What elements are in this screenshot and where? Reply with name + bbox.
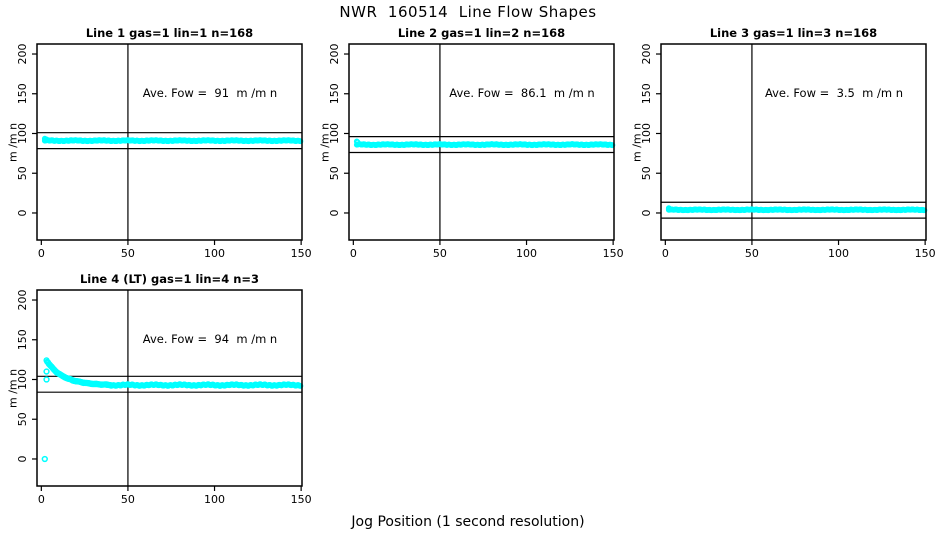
subplot-title: Line 1 gas=1 lin=1 n=168 [85, 26, 254, 40]
x-tick-label: 100 [204, 247, 225, 260]
x-tick-label: 0 [38, 247, 45, 260]
plot-canvas: 0 50 100 150 0 50 100 150 200 [328, 43, 624, 260]
x-tick-label: 50 [121, 247, 135, 260]
plot-box [660, 43, 927, 241]
y-tick-label: 200 [640, 44, 653, 65]
subplot-line-3: Line 3 gas=1 lin=3 n=168 m /m n 0 50 100 15… [624, 24, 936, 270]
x-tick-label: 150 [603, 247, 624, 260]
y-tick-label: 100 [640, 123, 653, 144]
subplot-title: Line 4 (LT) gas=1 lin=4 n=3 [79, 272, 260, 286]
ave-flow-annotation: Ave. Fow = 94 m /m n [142, 332, 278, 346]
global-x-axis-label: Jog Position (1 second resolution) [351, 514, 585, 530]
main-title: NWR 160514 Line Flow Shapes [339, 3, 597, 21]
y-tick-label: 50 [16, 166, 29, 180]
y-tick-label: 150 [16, 329, 29, 350]
subplot-title: Line 3 gas=1 lin=3 n=168 [709, 26, 878, 40]
y-tick-label: 50 [328, 166, 341, 180]
data-point-group [353, 138, 616, 149]
y-tick-label: 0 [640, 209, 653, 216]
plot-canvas: 0 50 100 150 0 50 100 150 200 [640, 43, 936, 260]
y-tick-label: 150 [640, 83, 653, 104]
x-tick-label: 50 [121, 493, 135, 506]
plot-canvas: 0 50 100 150 0 50 100 150 200 [16, 43, 312, 260]
data-point-group [41, 135, 304, 145]
x-tick-label: 0 [38, 493, 45, 506]
y-tick-label: 150 [16, 83, 29, 104]
outlier-point [43, 368, 50, 375]
x-tick-label: 50 [433, 247, 447, 260]
x-tick-label: 100 [204, 493, 225, 506]
ave-flow-annotation: Ave. Fow = 3.5 m /m n [764, 86, 904, 100]
y-tick-label: 50 [640, 166, 653, 180]
plot-box [36, 43, 303, 241]
data-point-group [665, 205, 928, 214]
plot-canvas: 0 50 100 150 0 50 100 150 200 [16, 289, 312, 506]
subplot-line-1: Line 1 gas=1 lin=1 n=168 m /m n 0 50 100 15… [0, 24, 312, 270]
x-tick-label: 150 [291, 493, 312, 506]
plot-box [348, 43, 615, 241]
x-tick-label: 0 [662, 247, 669, 260]
y-tick-label: 200 [16, 44, 29, 65]
x-tick-label: 0 [350, 247, 357, 260]
outlier-point [43, 376, 50, 383]
y-tick-label: 100 [16, 369, 29, 390]
x-tick-label: 100 [828, 247, 849, 260]
subplot-line-4: Line 4 (LT) gas=1 lin=4 n=3 m /m n 0 50 10… [0, 270, 312, 516]
y-tick-label: 50 [16, 412, 29, 426]
x-tick-label: 100 [516, 247, 537, 260]
data-point-group [41, 357, 304, 463]
y-tick-label: 100 [16, 123, 29, 144]
y-tick-label: 0 [16, 209, 29, 216]
ave-flow-annotation: Ave. Fow = 91 m /m n [142, 86, 278, 100]
subplot-line-2: Line 2 gas=1 lin=2 n=168 m /m n 0 50 100 15… [312, 24, 624, 270]
y-tick-label: 200 [16, 290, 29, 311]
y-tick-label: 100 [328, 123, 341, 144]
y-tick-label: 0 [328, 209, 341, 216]
y-tick-label: 0 [16, 455, 29, 462]
x-tick-label: 150 [915, 247, 936, 260]
ave-flow-annotation: Ave. Fow = 86.1 m /m n [449, 86, 595, 100]
x-tick-label: 150 [291, 247, 312, 260]
y-tick-label: 150 [328, 83, 341, 104]
outlier-point [41, 455, 48, 463]
plot-box [36, 289, 303, 487]
subplot-title: Line 2 gas=1 lin=2 n=168 [397, 26, 566, 40]
x-tick-label: 50 [745, 247, 759, 260]
y-tick-label: 200 [328, 44, 341, 65]
